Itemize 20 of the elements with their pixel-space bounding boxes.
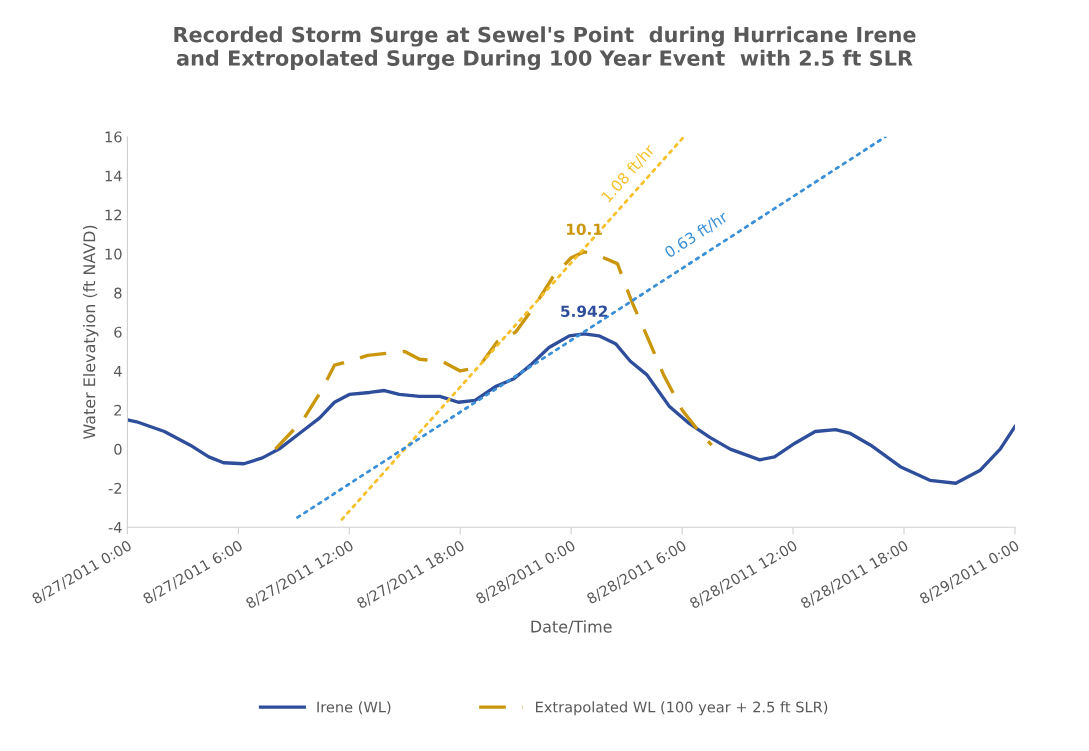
y-tick-label: 4 [113, 365, 122, 377]
y-tick-label: 8 [114, 287, 122, 299]
y-tick-label: 14 [105, 170, 122, 182]
annotation: 10.1 [567, 223, 602, 236]
y-tick-label: -4 [108, 522, 122, 533]
y-tick-label: 16 [105, 131, 122, 143]
annotation: 0.63 ft/hr [663, 210, 730, 260]
y-axis-title: Water Elevatyion (ft NAVD) [82, 225, 99, 440]
y-tick-label: 0 [114, 443, 122, 455]
y-tick-label: 10 [105, 248, 122, 260]
y-tick-label: 2 [114, 404, 122, 416]
legend-label: Irene (WL) [317, 701, 391, 715]
legend-label: Extrapolated WL (100 year + 2.5 ft SLR) [536, 701, 828, 716]
x-axis-title: Date/Time [531, 620, 612, 634]
line-series [127, 332, 1015, 485]
annotation: 5.942 [561, 305, 607, 318]
y-tick-label: 12 [105, 209, 122, 221]
y-tick-label: -2 [108, 482, 122, 494]
chart-title: Recorded Storm Surge at Sewel's Point during Hurricane Irene and Extropolated Surge During 100 Year Event with 2.5 ft SLR [174, 26, 916, 71]
y-tick-label: 6 [114, 326, 122, 338]
